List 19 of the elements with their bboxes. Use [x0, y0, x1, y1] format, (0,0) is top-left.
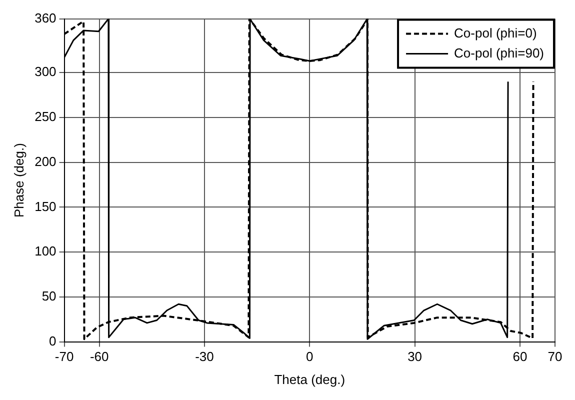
x-tick-label: -60 [90, 349, 109, 364]
y-tick-label: 360 [34, 10, 56, 26]
y-tick-label: 0 [49, 333, 56, 348]
legend-label: Co-pol (phi=0) [454, 25, 537, 40]
y-tick-label: 50 [42, 288, 56, 304]
x-axis-title: Theta (deg.) [274, 372, 346, 387]
legend-label: Co-pol (phi=90) [454, 45, 544, 60]
x-tick-label: -70 [54, 349, 74, 364]
x-tick-label: 0 [306, 349, 314, 364]
x-tick-label: 30 [408, 349, 422, 364]
y-tick-label: 100 [34, 244, 56, 259]
x-tick-label: 60 [512, 349, 528, 364]
y-tick-label: 250 [34, 109, 56, 124]
x-tick-label: 70 [548, 349, 562, 364]
y-tick-label: 200 [34, 154, 56, 169]
y-tick-label: 150 [34, 198, 56, 214]
y-tick-label: 300 [34, 64, 56, 80]
x-tick-label: -30 [195, 349, 214, 364]
y-axis-title: Phase (deg.) [11, 143, 26, 218]
